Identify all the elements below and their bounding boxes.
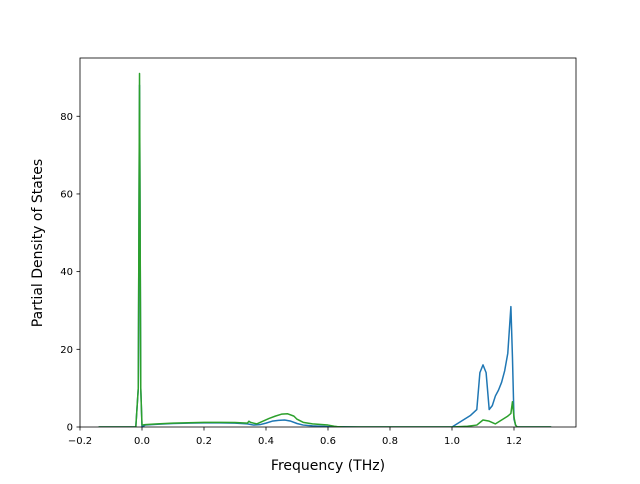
x-tick-label: 0.4 (258, 436, 274, 447)
y-tick-label: 40 (60, 267, 73, 278)
x-tick-label: 0.0 (134, 436, 150, 447)
x-tick-label: 0.6 (320, 436, 336, 447)
x-tick-label: −0.2 (68, 436, 92, 447)
plot-frame (79, 57, 577, 428)
axes: −0.2 0.0 0.2 0.4 0.6 0.8 1.0 1.2 0 20 40 60 80 (60, 57, 577, 447)
x-axis-label: Frequency (THz) (271, 458, 385, 474)
series-line-2 (98, 72, 552, 427)
y-tick-label: 60 (60, 189, 73, 200)
y-tick-label: 0 (67, 423, 73, 434)
x-tick-label: 0.2 (196, 436, 212, 447)
series-line-1 (98, 84, 552, 427)
plot-area (98, 72, 552, 427)
y-tick-label: 80 (60, 112, 73, 123)
y-tick-label: 20 (60, 345, 73, 356)
x-tick-label: 0.8 (382, 436, 398, 447)
x-tick-label: 1.0 (444, 436, 460, 447)
y-axis-label: Partial Density of States (30, 159, 46, 327)
x-tick-label: 1.2 (506, 436, 522, 447)
